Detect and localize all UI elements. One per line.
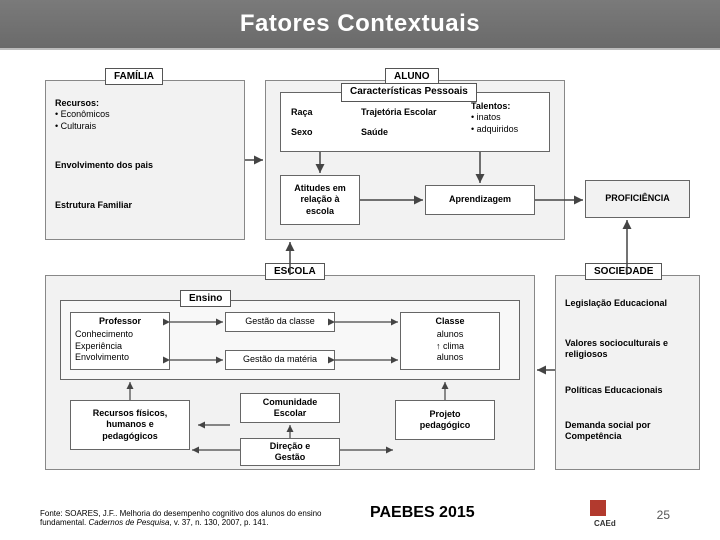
caed-logo-icon: CAEd xyxy=(590,500,630,530)
aluno-trajetoria: Trajetória Escolar xyxy=(361,107,437,117)
aluno-raca: Raça xyxy=(291,107,313,117)
svg-text:CAEd: CAEd xyxy=(594,519,616,528)
sociedade-demanda: Demanda social por Competência xyxy=(565,420,695,443)
label-ensino: Ensino xyxy=(180,290,231,307)
box-direcao: Direção e Gestão xyxy=(240,438,340,466)
page-number: 25 xyxy=(657,508,670,522)
box-gestao-classe: Gestão da classe xyxy=(225,312,335,332)
program-label: PAEBES 2015 xyxy=(370,504,475,522)
box-comunidade: Comunidade Escolar xyxy=(240,393,340,423)
label-familia: FAMÍLIA xyxy=(105,68,163,85)
sociedade-politicas: Políticas Educacionais xyxy=(565,385,695,396)
box-professor: Professor Conhecimento Experiência Envol… xyxy=(70,312,170,370)
diagram-canvas: FAMÍLIA Recursos: • Econômicos • Cultura… xyxy=(0,50,720,490)
source-citation: Fonte: SOARES, J.F.. Melhoria do desempe… xyxy=(40,509,360,528)
aluno-sexo: Sexo xyxy=(291,127,313,137)
classe-body: alunos ↑ clima alunos xyxy=(436,329,464,362)
professor-body: Conhecimento Experiência Envolvimento xyxy=(75,329,133,362)
box-aprendizagem: Aprendizagem xyxy=(425,185,535,215)
familia-recursos-items: • Econômicos • Culturais xyxy=(55,109,110,130)
box-atitudes: Atitudes em relação à escola xyxy=(280,175,360,225)
familia-recursos: Recursos: • Econômicos • Culturais xyxy=(55,98,110,132)
aluno-talentos-title: Talentos: xyxy=(471,101,510,111)
familia-recursos-title: Recursos: xyxy=(55,98,99,108)
box-gestao-materia: Gestão da matéria xyxy=(225,350,335,370)
sociedade-legislacao: Legislação Educacional xyxy=(565,298,695,309)
box-classe: Classe alunos ↑ clima alunos xyxy=(400,312,500,370)
box-proficiencia: PROFICIÊNCIA xyxy=(585,180,690,218)
box-projeto: Projeto pedagógico xyxy=(395,400,495,440)
page-title: Fatores Contextuais xyxy=(240,10,480,38)
label-escola: ESCOLA xyxy=(265,263,325,280)
sociedade-valores: Valores socioculturais e religiosos xyxy=(565,338,695,361)
classe-title: Classe xyxy=(405,316,495,327)
box-recursos-escola: Recursos físicos, humanos e pedagógicos xyxy=(70,400,190,450)
aluno-saude: Saúde xyxy=(361,127,388,137)
box-caracteristicas: Características Pessoais Raça Sexo Traje… xyxy=(280,92,550,152)
familia-envolvimento: Envolvimento dos pais xyxy=(55,160,153,171)
title-bar: Fatores Contextuais xyxy=(0,0,720,50)
label-sociedade: SOCIEDADE xyxy=(585,263,662,280)
professor-title: Professor xyxy=(75,316,165,327)
aluno-talentos-items: • inatos • adquiridos xyxy=(471,112,518,133)
familia-estrutura: Estrutura Familiar xyxy=(55,200,132,211)
label-caracteristicas: Características Pessoais xyxy=(341,83,477,102)
footer: Fonte: SOARES, J.F.. Melhoria do desempe… xyxy=(0,490,720,540)
